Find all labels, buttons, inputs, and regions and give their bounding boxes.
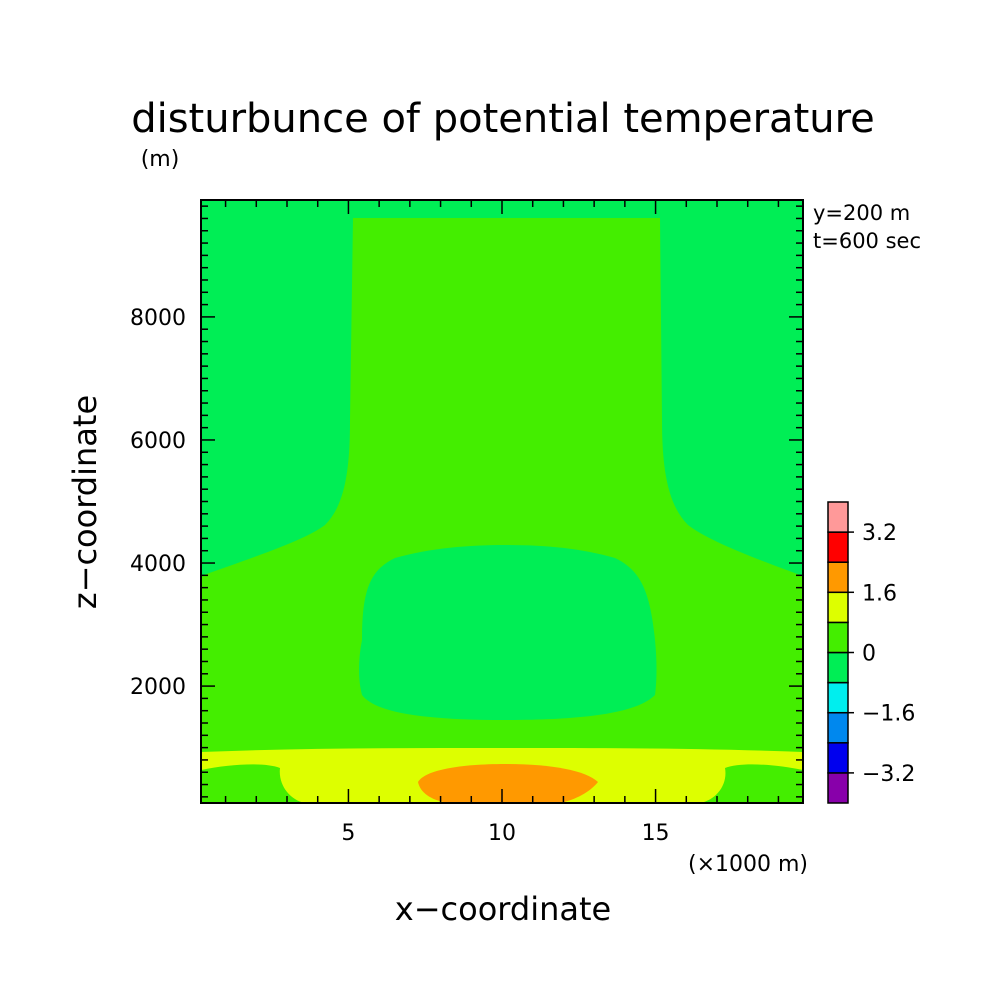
colorbar-swatch <box>827 561 849 594</box>
colorbar-swatch <box>827 711 849 744</box>
annotation-y: y=200 m <box>813 201 910 225</box>
y-unit-label: (m) <box>141 147 180 172</box>
colorbar-swatch <box>827 681 849 714</box>
colorbar-tick-label: −3.2 <box>862 762 915 787</box>
field-region-warm-core <box>418 764 598 803</box>
colorbar-tick-label: 0 <box>862 642 876 667</box>
colorbar-tick-label: 1.6 <box>862 581 897 606</box>
colorbar-swatch <box>827 621 849 654</box>
field-region-central-bubble <box>359 545 657 720</box>
y-axis-ticks: 2000 4000 6000 8000 <box>130 205 803 798</box>
x-axis-ticks: 5 10 15 <box>224 200 780 846</box>
x-tick-label: 10 <box>488 821 516 846</box>
colorbar-swatch <box>827 591 849 624</box>
x-tick-label: 15 <box>642 821 670 846</box>
chart-title: disturbunce of potential temperature <box>131 96 875 142</box>
y-tick-label: 4000 <box>130 552 186 577</box>
annotation-t: t=600 sec <box>813 229 921 253</box>
colorbar-tick-label: 3.2 <box>862 521 897 546</box>
colorbar-swatch <box>827 651 849 684</box>
colorbar-swatch <box>827 742 849 774</box>
colorbar-swatch <box>827 501 849 533</box>
colorbar-swatch <box>827 531 849 563</box>
x-tick-label: 5 <box>341 821 355 846</box>
x-unit-label: (×1000 m) <box>688 852 808 877</box>
y-tick-label: 6000 <box>130 429 186 454</box>
x-axis-label: x−coordinate <box>395 890 611 928</box>
colorbar-tick-label: −1.6 <box>862 702 915 727</box>
colorbar-swatch <box>827 772 849 804</box>
y-tick-label: 2000 <box>130 675 186 700</box>
field-region-corner-cool-left <box>201 764 305 803</box>
y-axis-label: z−coordinate <box>66 395 104 609</box>
colorbar: 3.2 1.6 0 −1.6 −3.2 <box>827 501 915 804</box>
field-region-corner-cool-right <box>700 764 803 803</box>
y-tick-label: 8000 <box>130 306 186 331</box>
plot-area <box>200 199 804 804</box>
